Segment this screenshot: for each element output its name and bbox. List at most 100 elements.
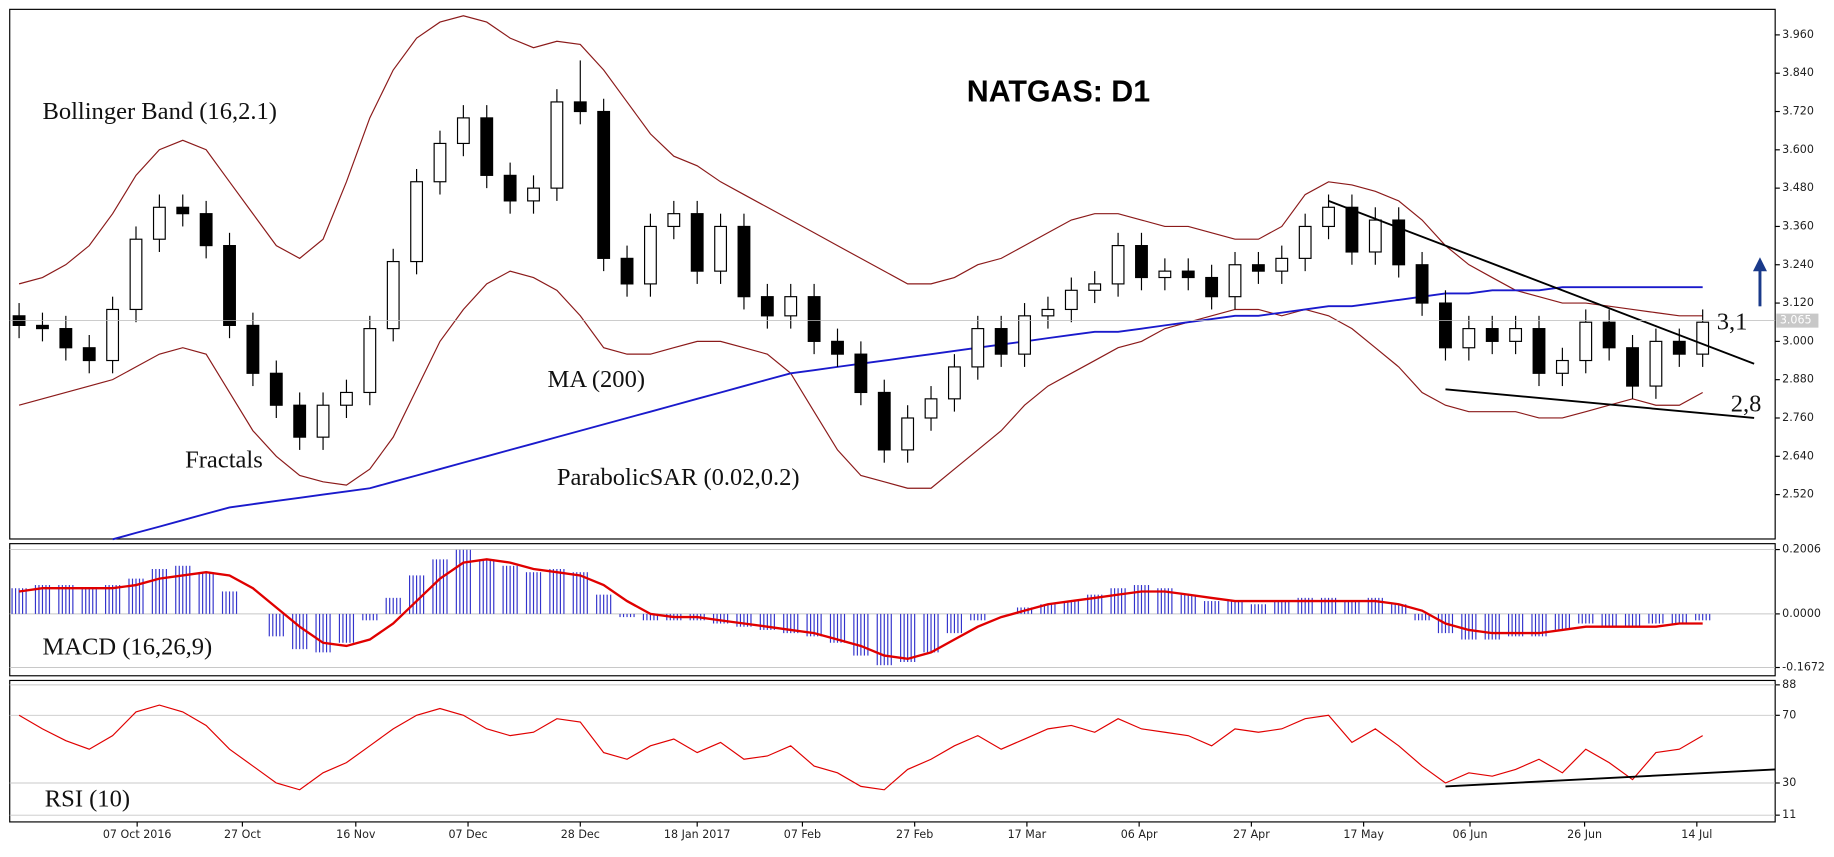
macd-panel [9,543,1776,677]
candle-body [1602,321,1616,349]
candle-body [924,398,938,419]
y-tick-label: 0.2006 [1782,543,1821,556]
candle-body [316,404,330,438]
candle-body [1555,359,1569,374]
candle-body [223,245,236,326]
candle-body [1696,321,1710,355]
annotation: ParabolicSAR (0.02,0.2) [557,464,800,491]
x-tick-label: 06 Apr [1121,828,1158,841]
candle-body [59,328,73,349]
candle-body [527,187,540,202]
candle-body [1415,264,1429,304]
candle-body [1485,328,1499,342]
last-price-label: 3.065 [1780,314,1812,327]
candle-body [550,101,564,189]
rsi-label: RSI (10) [45,786,130,813]
y-tick-label: 3.000 [1782,334,1814,347]
y-tick-label: 2.880 [1782,373,1814,386]
y-tick-label: 3.600 [1782,143,1814,156]
candle-body [714,225,728,272]
candle-body [947,366,961,400]
candle-body [1275,257,1289,272]
candle-body [690,213,704,272]
y-tick-label: 30 [1782,776,1796,789]
candle-body [1579,321,1593,362]
candle-body [1181,270,1195,279]
candle-body [667,213,681,228]
y-tick-label: 3.960 [1782,28,1814,41]
y-tick-label: 3.240 [1782,258,1814,271]
x-tick-label: 16 Nov [336,828,376,841]
y-tick-label: 2.760 [1782,411,1814,424]
candle-body [1064,289,1078,311]
candle-body [1041,308,1055,317]
y-tick-label: 0.0000 [1782,607,1821,620]
last-price-box [1776,313,1819,328]
x-tick-label: 06 Jun [1453,828,1488,841]
candle-body [1322,206,1335,228]
candle-body [129,238,143,311]
candle-body [456,117,470,145]
candle-body [363,328,377,394]
chart-title: NATGAS: D1 [967,75,1150,109]
candle-body [340,391,353,406]
ma-line [112,286,1703,541]
x-tick-label: 26 Jun [1567,828,1602,841]
up-arrow-head [1752,257,1767,272]
ma-label: MA (200) [548,366,646,393]
candle-body [643,225,657,285]
x-tick-label: 18 Jan 2017 [664,828,731,841]
candle-body [1368,219,1382,253]
trend-line [1445,768,1776,788]
x-tick-label: 27 Oct [224,828,261,841]
bollinger-label: Bollinger Band (16,2.1) [42,98,277,125]
candle-body [106,308,120,362]
y-tick-label: 88 [1782,678,1796,691]
price-panel [9,8,1776,540]
candle-body [152,206,166,240]
y-tick-label: 2.640 [1782,449,1814,462]
candle-body [199,213,213,247]
y-tick-label: 3.120 [1782,296,1814,309]
signal-line [18,558,1703,661]
x-tick-label: 28 Dec [561,828,600,841]
y-tick-label: 11 [1782,808,1796,821]
candle-body [1298,225,1312,259]
candle-body [784,296,798,317]
annotation: 2,8 [1731,390,1762,417]
candle-body [1228,264,1242,298]
candle-body [1649,340,1663,387]
trend-line [1445,388,1755,419]
candle-body [1018,315,1031,355]
candle-body [176,206,190,215]
candle-body [1439,302,1452,349]
candle-body [994,328,1008,355]
candle-body [1462,328,1476,349]
candle-body [854,353,868,394]
candle-body [971,328,985,368]
candle-body [1205,276,1219,298]
candle-body [36,324,49,330]
candle-body [433,142,447,183]
candle-body [901,417,915,451]
annotation: 3,1 [1717,309,1748,336]
x-tick-label: 07 Dec [448,828,487,841]
candle-body [1345,206,1359,253]
x-tick-label: 17 Mar [1008,828,1047,841]
candle-body [269,372,283,406]
candle-body [1135,245,1148,279]
trend-line [1328,200,1755,365]
candle-body [1626,347,1639,387]
candle-body [82,347,96,362]
rsi-panel [9,679,1776,823]
x-tick-label: 07 Feb [784,828,821,841]
candle-body [410,181,424,263]
candle-body [620,257,634,285]
y-tick-label: 3.360 [1782,219,1814,232]
y-tick-label: 3.720 [1782,105,1814,118]
candle-body [1392,219,1406,266]
candle-body [293,404,307,438]
rsi-line [18,704,1703,791]
